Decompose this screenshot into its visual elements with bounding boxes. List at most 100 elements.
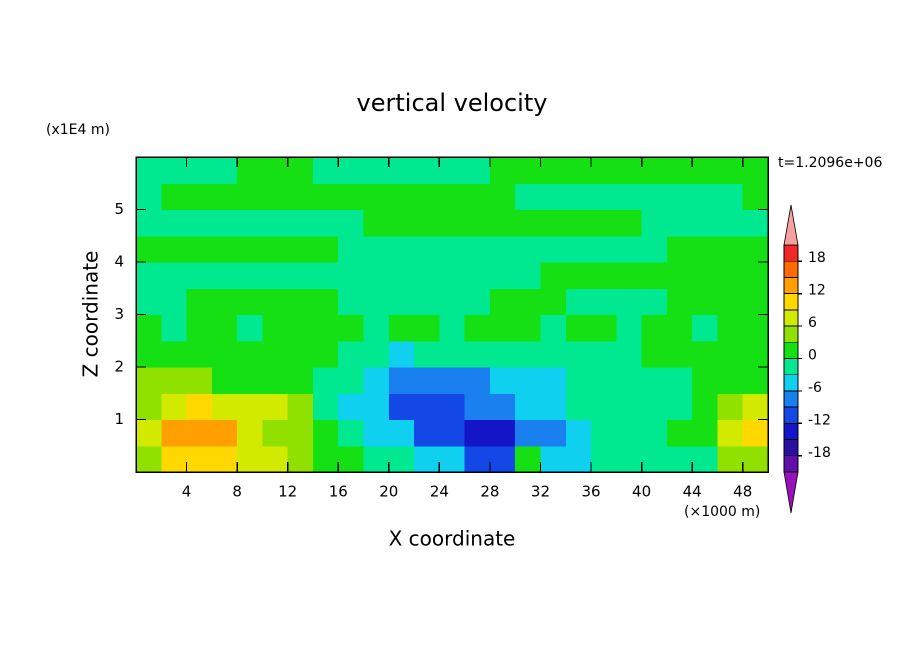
contour-cell — [616, 288, 643, 315]
contour-cell — [641, 183, 668, 210]
contour-cell — [186, 367, 213, 394]
colorbar-box — [783, 358, 799, 376]
contour-cell — [489, 157, 516, 184]
contour-cell — [666, 314, 693, 342]
contour-cell — [489, 235, 516, 263]
contour-cell — [136, 235, 162, 263]
contour-cell — [717, 262, 744, 289]
contour-cell — [287, 262, 314, 289]
colorbar-box — [783, 293, 799, 311]
contour-cell — [692, 367, 718, 394]
contour-cell — [211, 393, 238, 420]
contour-cell — [616, 262, 643, 289]
contour-cell — [591, 419, 617, 447]
contour-cell — [666, 262, 693, 289]
chart-title: vertical velocity — [357, 89, 548, 117]
contour-cell — [666, 157, 693, 184]
contour-cell — [591, 209, 617, 237]
contour-cell — [388, 209, 415, 237]
contour-cell — [540, 445, 567, 473]
contour-cell — [692, 157, 718, 184]
contour-cell — [540, 262, 567, 289]
contour-cell — [616, 157, 643, 184]
contour-cell — [363, 367, 390, 394]
contour-cell — [161, 209, 188, 237]
contour-cell — [414, 209, 440, 237]
colorbar-label: -6 — [808, 380, 822, 396]
contour-cell — [312, 209, 339, 237]
contour-cell — [161, 288, 188, 315]
contour-cell — [186, 340, 213, 368]
contour-cell — [692, 314, 718, 342]
contour-cell — [262, 445, 289, 473]
contour-cell — [414, 445, 440, 473]
contour-cell — [489, 445, 516, 473]
contour-cell — [388, 288, 415, 315]
contour-cell — [616, 235, 643, 263]
contour-cell — [742, 209, 769, 237]
x-tick-label: 4 — [182, 483, 192, 501]
contour-cell — [161, 367, 188, 394]
contour-cell — [565, 235, 592, 263]
contour-cell — [641, 393, 668, 420]
contour-cell — [591, 393, 617, 420]
contour-cell — [439, 367, 466, 394]
contour-cell — [489, 183, 516, 210]
contour-cell — [717, 314, 744, 342]
contour-cell — [262, 262, 289, 289]
colorbar-box — [783, 422, 799, 440]
contour-cell — [439, 209, 466, 237]
contour-cell — [287, 393, 314, 420]
contour-cell — [616, 419, 643, 447]
contour-cell — [136, 183, 162, 210]
contour-cell — [464, 235, 491, 263]
contour-cell — [464, 340, 491, 368]
colorbar-label: -12 — [808, 412, 831, 428]
contour-cell — [439, 262, 466, 289]
contour-cell — [717, 235, 744, 263]
contour-cell — [136, 157, 162, 184]
contour-cell — [161, 235, 188, 263]
contour-cell — [565, 340, 592, 368]
contour-cell — [641, 157, 668, 184]
colorbar-label: 12 — [808, 283, 826, 299]
contour-cell — [388, 393, 415, 420]
contour-cell — [287, 183, 314, 210]
contour-cell — [363, 393, 390, 420]
contour-cell — [591, 367, 617, 394]
contour-cell — [439, 235, 466, 263]
contour-cell — [591, 235, 617, 263]
contour-cell — [742, 393, 769, 420]
contour-cell — [287, 314, 314, 342]
contour-cell — [540, 157, 567, 184]
contour-cell — [515, 262, 541, 289]
contour-cell — [414, 183, 440, 210]
contour-cell — [186, 209, 213, 237]
contour-cell — [186, 157, 213, 184]
contour-cell — [136, 262, 162, 289]
contour-cell — [464, 209, 491, 237]
contour-cell — [287, 419, 314, 447]
contour-cell — [489, 367, 516, 394]
contour-cell — [262, 183, 289, 210]
contour-cell — [211, 288, 238, 315]
colorbar-label: 6 — [808, 315, 817, 331]
contour-cell — [186, 262, 213, 289]
contour-cell — [616, 209, 643, 237]
y-tick-label: 4 — [114, 253, 124, 271]
contour-cell — [186, 393, 213, 420]
contour-cell — [540, 288, 567, 315]
contour-cell — [211, 209, 238, 237]
colorbar-box — [783, 439, 799, 457]
contour-cell — [489, 288, 516, 315]
x-axis-label: X coordinate — [389, 527, 516, 551]
contour-cell — [186, 314, 213, 342]
contour-cell — [338, 314, 365, 342]
contour-cell — [565, 262, 592, 289]
contour-cell — [136, 419, 162, 447]
colorbar-box — [783, 390, 799, 408]
contour-cell — [692, 288, 718, 315]
contour-cell — [414, 157, 440, 184]
contour-cell — [287, 288, 314, 315]
